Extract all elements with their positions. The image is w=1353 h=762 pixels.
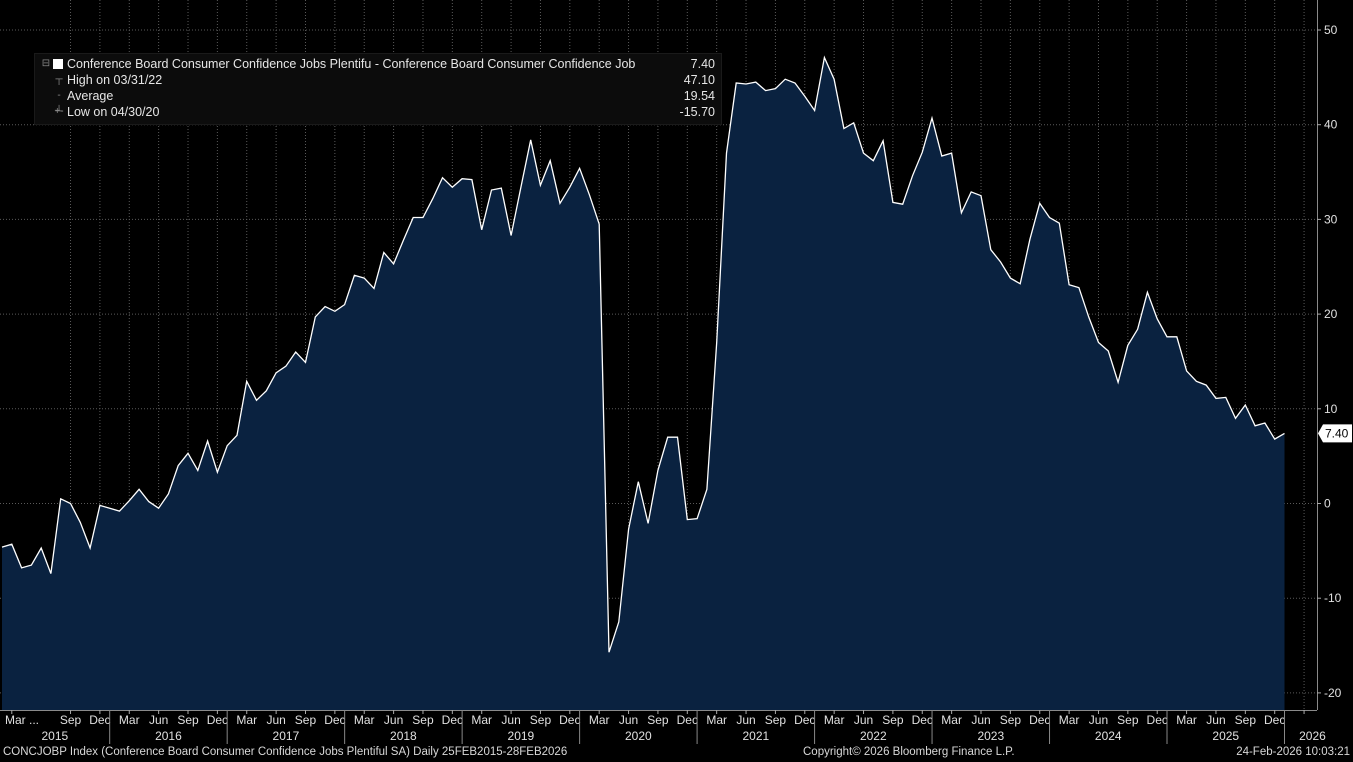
x-tick-label: Mar bbox=[119, 713, 140, 727]
x-tick-label: Sep bbox=[295, 713, 317, 727]
x-tick-label: Sep bbox=[882, 713, 904, 727]
x-tick-label: Dec bbox=[912, 713, 933, 727]
y-tick-label: 30 bbox=[1324, 212, 1338, 226]
x-tick-label: Dec bbox=[442, 713, 463, 727]
average-marker-icon: -+- bbox=[54, 90, 64, 117]
x-tick-label: Dec bbox=[794, 713, 815, 727]
x-tick-label: Sep bbox=[412, 713, 434, 727]
y-tick-label: -20 bbox=[1324, 686, 1342, 700]
y-tick-label: 0 bbox=[1324, 497, 1331, 511]
x-tick-label: Dec bbox=[677, 713, 698, 727]
year-label: 2018 bbox=[390, 729, 417, 743]
x-tick-label: Dec bbox=[89, 713, 110, 727]
x-tick-label: Mar bbox=[236, 713, 257, 727]
footer-timestamp: 24-Feb-2026 10:03:21 bbox=[1236, 746, 1350, 758]
legend-high-row: ┬ High on 03/31/22 47.10 bbox=[35, 72, 721, 88]
legend-low-row: ┴ Low on 04/30/20 -15.70 bbox=[35, 104, 721, 120]
x-tick-label: Sep bbox=[1235, 713, 1257, 727]
x-tick-label: Mar bbox=[1059, 713, 1080, 727]
legend-average-value: 19.54 bbox=[683, 89, 715, 103]
legend-series-label: Conference Board Consumer Confidence Job… bbox=[67, 57, 636, 71]
x-tick-label: Mar bbox=[1176, 713, 1197, 727]
legend-high-label: High on 03/31/22 bbox=[67, 73, 163, 87]
footer-ticker-description: CONCJOBP Index (Conference Board Consume… bbox=[3, 746, 568, 758]
low-marker-icon: ┴ bbox=[55, 106, 63, 117]
year-label: 2019 bbox=[508, 729, 535, 743]
x-tick-label: Sep bbox=[647, 713, 669, 727]
legend-average-label: Average bbox=[67, 89, 114, 103]
x-tick-label: Mar bbox=[824, 713, 845, 727]
x-tick-label: Sep bbox=[177, 713, 199, 727]
x-tick-label: Mar bbox=[706, 713, 727, 727]
y-tick-label: 40 bbox=[1324, 118, 1338, 132]
year-label: 2017 bbox=[273, 729, 300, 743]
legend-series-value: 7.40 bbox=[690, 57, 715, 71]
year-label: 2024 bbox=[1095, 729, 1122, 743]
x-tick-label: Jun bbox=[1089, 713, 1108, 727]
x-tick-label: Jun bbox=[1206, 713, 1225, 727]
x-tick-label: Dec bbox=[1029, 713, 1050, 727]
last-value-tag: 7.40 bbox=[1318, 424, 1352, 443]
year-label: 2020 bbox=[625, 729, 652, 743]
x-tick-label: Dec bbox=[1147, 713, 1168, 727]
year-label: 2022 bbox=[860, 729, 887, 743]
x-tick-label: Mar bbox=[941, 713, 962, 727]
y-tick-label: -10 bbox=[1324, 591, 1342, 605]
y-tick-label: 20 bbox=[1324, 307, 1338, 321]
year-label: 2016 bbox=[155, 729, 182, 743]
x-tick-label: Jun bbox=[736, 713, 755, 727]
year-label: 2015 bbox=[41, 729, 68, 743]
legend-series-row[interactable]: ⊟ Conference Board Consumer Confidence J… bbox=[35, 56, 721, 72]
x-tick-label: Mar bbox=[471, 713, 492, 727]
year-label: 2023 bbox=[977, 729, 1004, 743]
y-tick-label: 50 bbox=[1324, 23, 1338, 37]
x-tick-label: Jun bbox=[266, 713, 285, 727]
x-tick-label: Dec bbox=[324, 713, 345, 727]
x-tick-label: Jun bbox=[384, 713, 403, 727]
x-tick-label: Sep bbox=[765, 713, 787, 727]
legend-average-row: -+- Average 19.54 bbox=[35, 88, 721, 117]
x-tick-label: Dec bbox=[207, 713, 228, 727]
footer-copyright: Copyright© 2026 Bloomberg Finance L.P. bbox=[803, 746, 1015, 758]
legend-low-value: -15.70 bbox=[679, 105, 715, 119]
series-swatch-icon bbox=[53, 59, 63, 69]
x-tick-label: Mar ... bbox=[5, 713, 39, 727]
series-line bbox=[1, 55, 1285, 653]
year-label: 2026 bbox=[1299, 729, 1326, 743]
y-tick-label: 10 bbox=[1324, 402, 1338, 416]
x-axis-ticks: Mar ... Sep Dec Mar Jun Sep Dec Mar Jun Sep Dec Mar… bbox=[5, 710, 1326, 744]
y-axis-ticks: -20 -10 0 10 20 30 40 50 bbox=[1317, 23, 1342, 700]
last-value-label: 7.40 bbox=[1325, 426, 1349, 440]
x-tick-label: Mar bbox=[354, 713, 375, 727]
collapse-icon[interactable]: ⊟ bbox=[41, 58, 51, 69]
x-tick-label: Sep bbox=[530, 713, 552, 727]
x-tick-label: Dec bbox=[559, 713, 580, 727]
x-tick-label: Jun bbox=[149, 713, 168, 727]
year-label: 2025 bbox=[1212, 729, 1239, 743]
x-tick-label: Jun bbox=[619, 713, 638, 727]
x-tick-label: Dec bbox=[1264, 713, 1285, 727]
year-label: 2021 bbox=[742, 729, 769, 743]
x-tick-label: Sep bbox=[1000, 713, 1022, 727]
x-tick-label: Mar bbox=[589, 713, 610, 727]
high-marker-icon: ┬ bbox=[55, 74, 63, 85]
x-tick-label: Jun bbox=[971, 713, 990, 727]
x-tick-label: Jun bbox=[501, 713, 520, 727]
x-tick-label: Sep bbox=[1117, 713, 1139, 727]
legend-high-value: 47.10 bbox=[683, 73, 715, 87]
x-tick-label: Sep bbox=[60, 713, 82, 727]
series-area-fill bbox=[2, 57, 1285, 710]
x-tick-label: Jun bbox=[854, 713, 873, 727]
legend-low-label: Low on 04/30/20 bbox=[67, 105, 160, 119]
legend: ⊟ Conference Board Consumer Confidence J… bbox=[34, 53, 722, 125]
